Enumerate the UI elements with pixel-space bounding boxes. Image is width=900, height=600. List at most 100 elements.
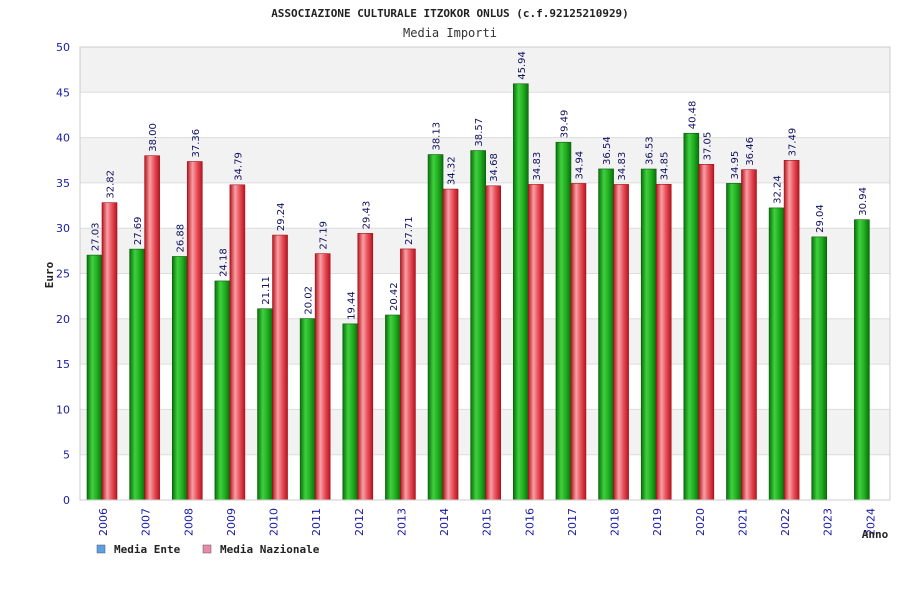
bar-media-nazionale — [272, 234, 288, 501]
bar-media-nazionale — [101, 202, 118, 501]
x-axis-ticks: 2006 2007 2008 2009 2010 2011 2012 2013 2014 2015… — [97, 508, 877, 536]
y-tick-label: 20 — [56, 313, 70, 326]
x-tick-label: 2023 — [822, 508, 835, 536]
x-tick-label: 2017 — [566, 508, 579, 536]
data-label-media-ente: 20.42 — [389, 282, 400, 311]
legend-label-media-ente: Media Ente — [114, 543, 181, 556]
bar-media-ente — [257, 308, 273, 501]
bar-media-ente — [214, 280, 231, 501]
bar-media-nazionale — [698, 164, 715, 501]
bar-media-ente — [342, 323, 359, 501]
data-label-media-nazionale: 29.24 — [276, 202, 287, 231]
x-tick-label: 2020 — [694, 508, 707, 536]
x-tick-label: 2006 — [97, 508, 110, 536]
chart-title: ASSOCIAZIONE CULTURALE ITZOKOR ONLUS (c.… — [271, 7, 629, 20]
y-tick-label: 40 — [56, 132, 70, 145]
data-labels: 27.03 32.82 27.69 38.00 26.88 37.36 24.18 34.79… — [91, 51, 869, 320]
plot-band — [80, 92, 890, 138]
x-tick-label: 2013 — [395, 508, 408, 536]
plot-band — [80, 47, 890, 93]
x-tick-label: 2019 — [651, 508, 664, 536]
x-tick-label: 2018 — [609, 508, 622, 536]
bar-media-nazionale — [357, 233, 374, 501]
data-label-media-nazionale: 34.32 — [447, 156, 458, 185]
legend-swatch-media-nazionale — [202, 544, 212, 554]
y-axis-ticks: 0 5 10 15 20 25 30 35 40 45 50 — [56, 41, 70, 507]
bar-media-nazionale — [485, 185, 501, 501]
bar-media-ente — [683, 132, 700, 501]
data-label-media-nazionale: 34.85 — [660, 152, 671, 181]
x-tick-label: 2008 — [182, 508, 195, 536]
data-label-media-ente: 27.03 — [91, 222, 102, 251]
legend: Media Ente Media Nazionale — [96, 543, 320, 556]
bar-media-nazionale — [741, 169, 757, 501]
bar-media-nazionale — [314, 253, 331, 501]
x-tick-label: 2016 — [523, 508, 536, 536]
bar-media-ente — [86, 254, 103, 501]
x-tick-label: 2010 — [268, 508, 281, 536]
y-tick-label: 10 — [56, 403, 70, 416]
data-label-media-ente: 30.94 — [858, 187, 869, 216]
data-label-media-ente: 29.04 — [815, 204, 826, 233]
data-label-media-ente: 19.44 — [346, 291, 357, 320]
bar-media-nazionale — [570, 183, 587, 501]
y-axis-title: Euro — [43, 261, 56, 288]
bar-media-nazionale — [229, 184, 246, 501]
data-label-media-ente: 21.11 — [261, 276, 272, 305]
x-tick-label: 2007 — [140, 508, 153, 536]
y-tick-label: 35 — [56, 177, 70, 190]
y-tick-label: 5 — [63, 449, 70, 462]
x-tick-label: 2021 — [736, 508, 749, 536]
axes — [79, 46, 891, 501]
data-label-media-nazionale: 29.43 — [361, 201, 372, 230]
bar-media-ente — [555, 141, 572, 501]
bar-media-nazionale — [400, 248, 416, 501]
data-label-media-nazionale: 38.00 — [148, 123, 159, 152]
bar-media-nazionale — [186, 161, 203, 501]
data-label-media-ente: 36.54 — [602, 136, 613, 165]
data-label-media-ente: 40.48 — [687, 101, 698, 130]
y-tick-label: 45 — [56, 86, 70, 99]
data-label-media-nazionale: 37.36 — [191, 129, 202, 158]
x-tick-label: 2011 — [310, 508, 323, 536]
chart-subtitle: Media Importi — [403, 26, 497, 40]
bar-media-nazionale — [655, 183, 672, 501]
data-label-media-ente: 32.24 — [773, 175, 784, 204]
data-label-media-ente: 24.18 — [218, 248, 229, 277]
legend-label-media-nazionale: Media Nazionale — [220, 543, 320, 556]
bar-media-ente — [726, 183, 742, 501]
data-label-media-nazionale: 34.79 — [233, 152, 244, 181]
y-tick-label: 50 — [56, 41, 70, 54]
bar-media-ente — [299, 318, 316, 501]
bar-media-ente — [854, 219, 870, 501]
data-label-media-ente: 34.95 — [730, 151, 741, 180]
bar-media-ente — [171, 256, 188, 501]
bar-media-ente — [811, 236, 828, 501]
data-label-media-nazionale: 34.83 — [617, 152, 628, 181]
bar-media-nazionale — [442, 188, 459, 501]
bar-media-ente — [385, 314, 401, 501]
data-label-media-ente: 36.53 — [645, 136, 656, 165]
bar-media-nazionale — [783, 160, 800, 501]
data-label-media-nazionale: 36.46 — [745, 137, 756, 166]
y-tick-label: 25 — [56, 268, 70, 281]
x-axis-title: Anno — [862, 528, 889, 541]
x-tick-label: 2015 — [481, 508, 494, 536]
data-label-media-ente: 38.13 — [432, 122, 443, 151]
bar-media-nazionale — [528, 184, 544, 501]
bar-media-ente — [129, 248, 145, 501]
y-tick-label: 0 — [63, 494, 70, 507]
bar-media-ente — [513, 83, 529, 501]
bar-media-ente — [768, 207, 785, 501]
x-tick-label: 2024 — [864, 508, 877, 536]
x-tick-label: 2022 — [779, 508, 792, 536]
data-label-media-ente: 26.88 — [176, 224, 187, 253]
data-label-media-ente: 27.69 — [133, 216, 144, 245]
bar-series — [86, 83, 870, 501]
x-tick-label: 2009 — [225, 508, 238, 536]
bar-media-ente — [427, 154, 444, 501]
data-label-media-nazionale: 37.49 — [788, 128, 799, 157]
data-label-media-nazionale: 34.94 — [574, 151, 585, 180]
x-tick-label: 2014 — [438, 508, 451, 536]
